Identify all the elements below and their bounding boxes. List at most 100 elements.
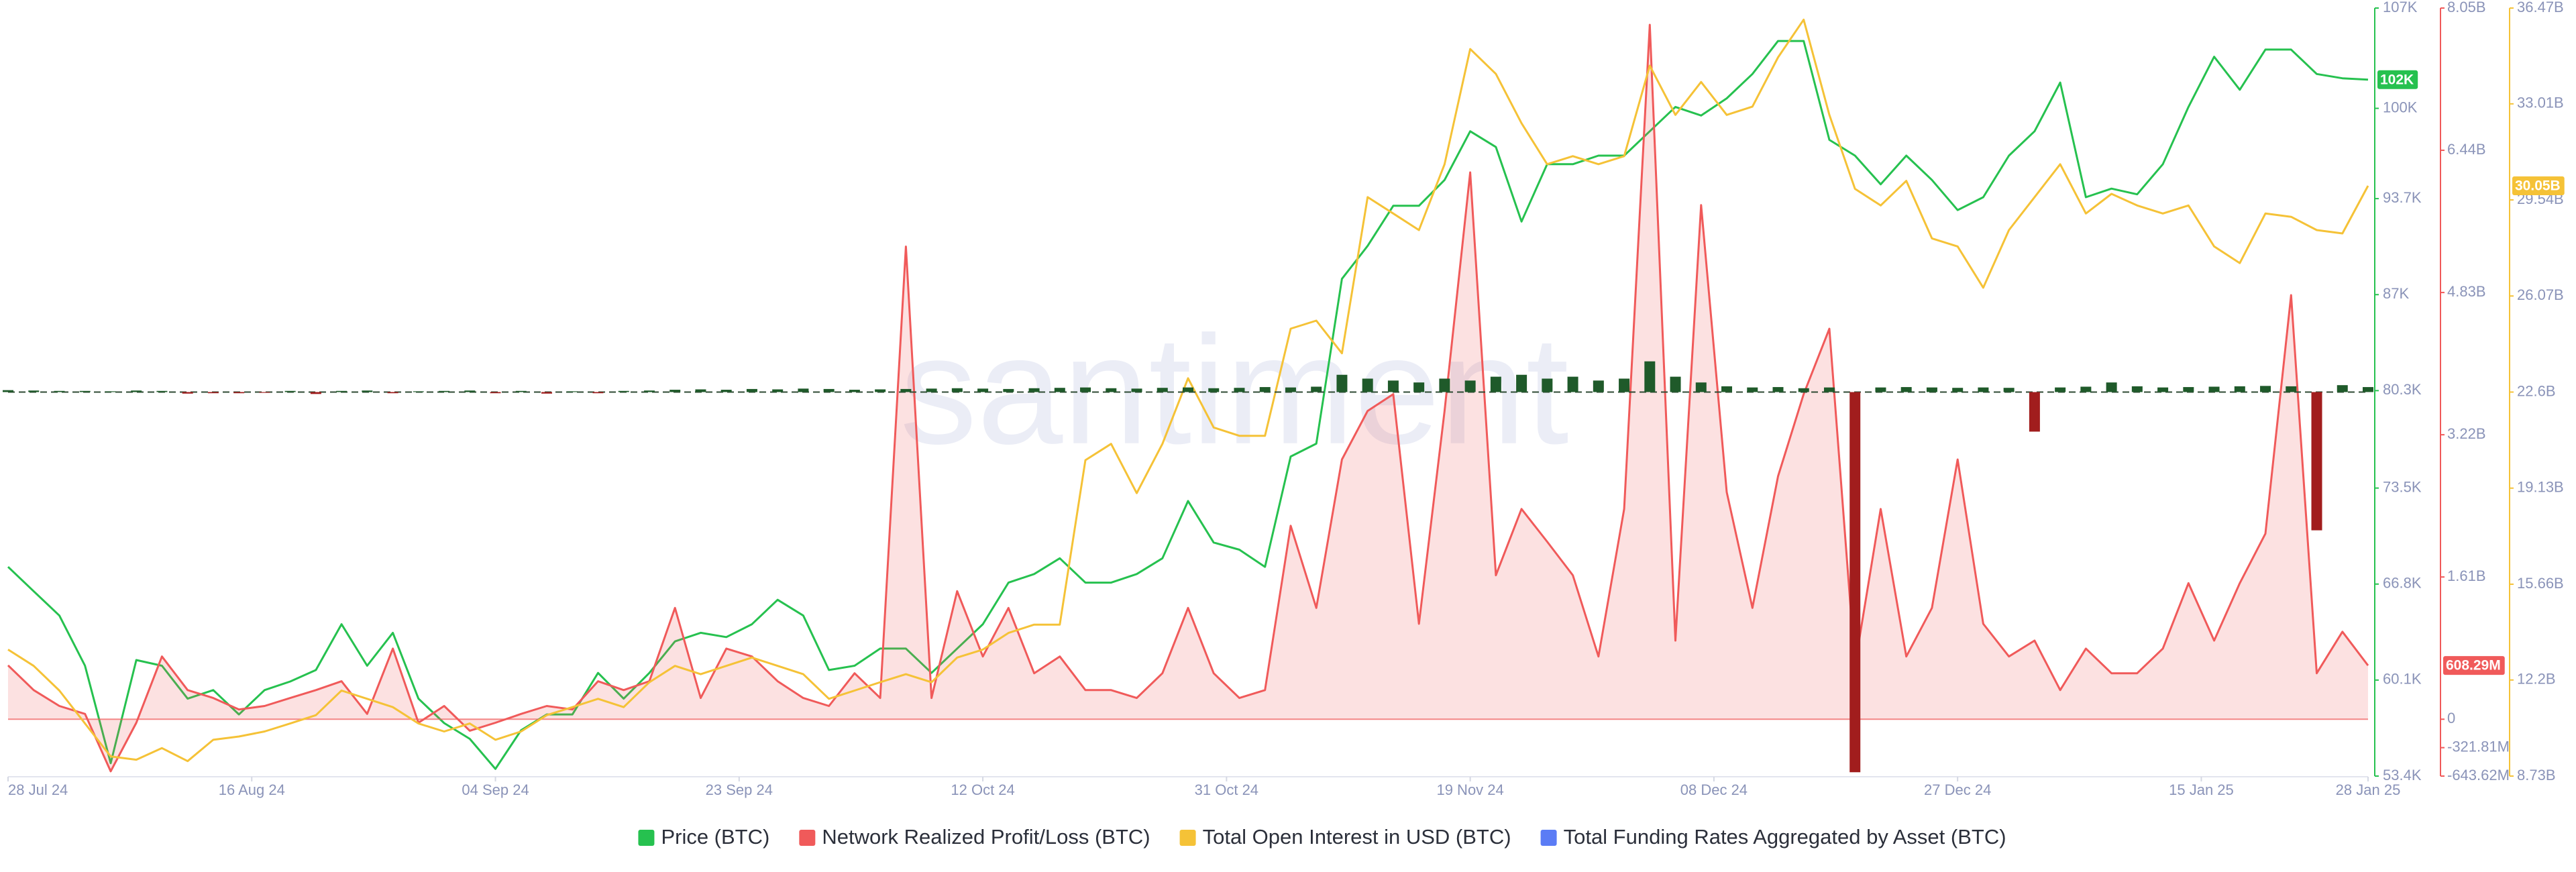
funding-bar bbox=[1695, 382, 1707, 392]
badge-bg bbox=[2377, 70, 2418, 89]
funding-bar bbox=[1413, 382, 1425, 392]
funding-bar bbox=[2080, 386, 2092, 392]
x-tick-label: 27 Dec 24 bbox=[1924, 781, 1991, 798]
funding-bar bbox=[1054, 388, 1065, 392]
funding-bar bbox=[618, 390, 629, 392]
badge-bg bbox=[2443, 656, 2505, 675]
funding-bar bbox=[515, 390, 527, 392]
y-tick-label: 12.2B bbox=[2517, 671, 2556, 688]
funding-bar bbox=[1823, 387, 1835, 392]
badge-text: 102K bbox=[2380, 72, 2414, 87]
funding-bar bbox=[362, 390, 373, 392]
legend-label: Total Funding Rates Aggregated by Asset … bbox=[1564, 825, 2006, 849]
funding-bar bbox=[541, 392, 553, 394]
funding-bar bbox=[464, 390, 476, 392]
funding-bar bbox=[310, 392, 321, 394]
funding-bar bbox=[105, 391, 116, 392]
funding-bar bbox=[2286, 386, 2297, 392]
funding-bar bbox=[387, 392, 398, 394]
funding-bar bbox=[156, 390, 168, 392]
funding-bar bbox=[977, 388, 989, 392]
badge-text: 608.29M bbox=[2446, 658, 2501, 673]
x-tick-label: 15 Jan 25 bbox=[2169, 781, 2234, 798]
funding-bar bbox=[1439, 378, 1450, 392]
x-tick-label: 28 Jan 25 bbox=[2336, 781, 2401, 798]
funding-bar bbox=[1978, 387, 1989, 392]
y-tick-label: 107K bbox=[2383, 0, 2418, 15]
legend-label: Price (BTC) bbox=[661, 825, 769, 849]
funding-bar bbox=[1387, 380, 1399, 392]
funding-bar bbox=[2055, 387, 2066, 392]
funding-bar bbox=[2260, 386, 2271, 392]
y-tick-label: 80.3K bbox=[2383, 381, 2422, 398]
funding-bar bbox=[1080, 387, 1091, 392]
legend-swatch bbox=[1179, 830, 1196, 846]
funding-bar bbox=[926, 388, 937, 392]
funding-bar bbox=[1464, 380, 1476, 392]
x-tick-label: 04 Sep 24 bbox=[462, 781, 529, 798]
badge-bg bbox=[2512, 176, 2565, 195]
y-tick-label: 93.7K bbox=[2383, 189, 2422, 206]
funding-bar bbox=[413, 391, 424, 392]
funding-bar bbox=[259, 392, 270, 393]
funding-bar bbox=[1875, 387, 1886, 392]
funding-bar bbox=[1106, 388, 1117, 392]
funding-bar bbox=[131, 390, 142, 392]
funding-bar bbox=[2337, 385, 2348, 392]
x-tick-label: 12 Oct 24 bbox=[951, 781, 1014, 798]
line bbox=[7, 23, 2369, 773]
line bbox=[7, 18, 2369, 763]
y-tick-label: 19.13B bbox=[2517, 479, 2564, 496]
y-tick-label: 60.1K bbox=[2383, 671, 2422, 688]
funding-bar bbox=[669, 390, 681, 392]
funding-bar bbox=[336, 390, 347, 392]
y-tick-label: 1.61B bbox=[2447, 567, 2486, 584]
y-tick-label: 0 bbox=[2447, 710, 2455, 726]
funding-bar bbox=[1311, 386, 1322, 392]
funding-bar bbox=[1542, 378, 1553, 392]
funding-bar bbox=[79, 390, 91, 392]
legend-swatch bbox=[638, 830, 655, 846]
funding-bar bbox=[1798, 388, 1809, 392]
y-tick-label: 8.73B bbox=[2517, 767, 2556, 783]
x-tick-label: 19 Nov 24 bbox=[1436, 781, 1503, 798]
y-tick-label: 26.07B bbox=[2517, 286, 2564, 303]
funding-bar bbox=[1593, 380, 1604, 392]
funding-bar bbox=[849, 390, 860, 392]
funding-bar bbox=[1208, 388, 1220, 392]
funding-bar bbox=[746, 388, 757, 392]
funding-bar bbox=[1926, 387, 1937, 392]
y-tick-label: 33.01B bbox=[2517, 95, 2564, 111]
funding-bar bbox=[567, 391, 578, 392]
funding-bar bbox=[875, 389, 886, 392]
funding-bar bbox=[1336, 374, 1348, 392]
funding-bar bbox=[1183, 387, 1193, 392]
funding-bar bbox=[2106, 382, 2117, 392]
funding-bar bbox=[643, 390, 655, 392]
funding-bar bbox=[1644, 361, 1656, 392]
funding-bar bbox=[772, 389, 784, 392]
legend: Price (BTC) Network Realized Profit/Loss … bbox=[638, 825, 2006, 849]
funding-bar bbox=[1567, 376, 1578, 392]
x-tick-label: 23 Sep 24 bbox=[706, 781, 773, 798]
area bbox=[8, 25, 2368, 771]
y-tick-label: 8.05B bbox=[2447, 0, 2486, 15]
funding-bar bbox=[2029, 392, 2040, 432]
y-tick-label: 4.83B bbox=[2447, 283, 2486, 300]
y-tick-label: -643.62M bbox=[2447, 767, 2510, 783]
funding-bar bbox=[284, 390, 296, 392]
legend-swatch bbox=[799, 830, 816, 846]
funding-bar bbox=[2234, 386, 2245, 392]
last-value-badge: 102K bbox=[2377, 70, 2418, 89]
funding-bar bbox=[695, 389, 706, 392]
funding-bar bbox=[1285, 387, 1296, 392]
funding-bar bbox=[1490, 376, 1501, 392]
funding-bar bbox=[720, 390, 732, 392]
x-tick-label: 16 Aug 24 bbox=[219, 781, 285, 798]
funding-bar bbox=[2208, 386, 2220, 392]
funding-bar bbox=[1131, 388, 1142, 392]
y-tick-label: 100K bbox=[2383, 99, 2418, 115]
x-tick-label: 28 Jul 24 bbox=[8, 781, 68, 798]
last-value-badge: 30.05B bbox=[2512, 176, 2565, 195]
y-tick-label: 87K bbox=[2383, 285, 2409, 302]
